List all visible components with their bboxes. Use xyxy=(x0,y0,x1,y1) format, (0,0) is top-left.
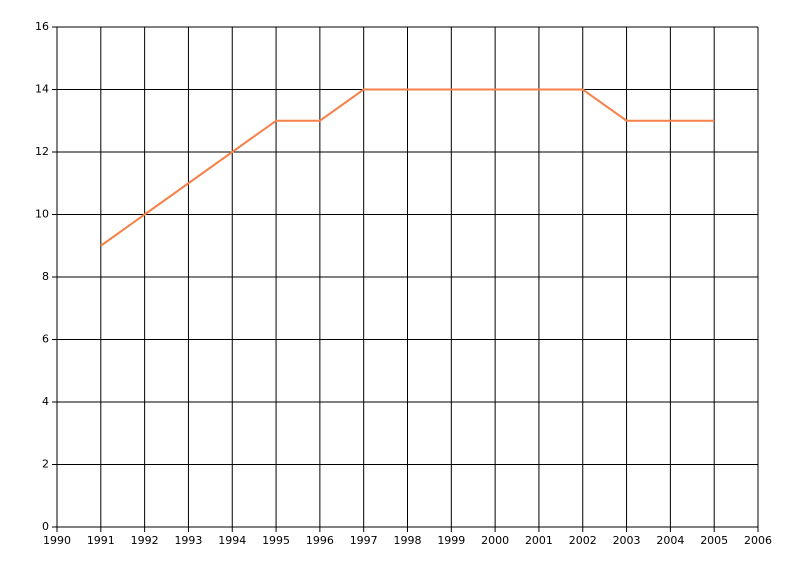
y-tick-label: 12 xyxy=(35,145,49,158)
x-tick-label: 1992 xyxy=(131,534,159,547)
x-tick-label: 2001 xyxy=(525,534,553,547)
x-tick-label: 1998 xyxy=(394,534,422,547)
x-tick-label: 2000 xyxy=(481,534,509,547)
y-tick-label: 6 xyxy=(42,333,49,346)
x-tick-label: 1996 xyxy=(306,534,334,547)
x-tick-label: 1995 xyxy=(262,534,290,547)
x-tick-label: 1991 xyxy=(87,534,115,547)
x-tick-label: 1997 xyxy=(350,534,378,547)
x-tick-label: 1990 xyxy=(43,534,71,547)
y-tick-label: 4 xyxy=(42,395,49,408)
y-tick-label: 14 xyxy=(35,83,49,96)
y-tick-label: 2 xyxy=(42,458,49,471)
y-tick-label: 10 xyxy=(35,208,49,221)
x-tick-label: 1993 xyxy=(174,534,202,547)
x-tick-label: 2006 xyxy=(744,534,772,547)
x-tick-label: 2002 xyxy=(569,534,597,547)
y-tick-label: 0 xyxy=(42,520,49,533)
data-line xyxy=(100,88,715,247)
x-tick-label: 2004 xyxy=(656,534,684,547)
x-tick-label: 1994 xyxy=(218,534,246,547)
x-tick-label: 1999 xyxy=(437,534,465,547)
y-tick-label: 16 xyxy=(35,20,49,33)
x-tick-label: 2003 xyxy=(613,534,641,547)
x-tick-label: 2005 xyxy=(700,534,728,547)
y-tick-label: 8 xyxy=(42,270,49,283)
